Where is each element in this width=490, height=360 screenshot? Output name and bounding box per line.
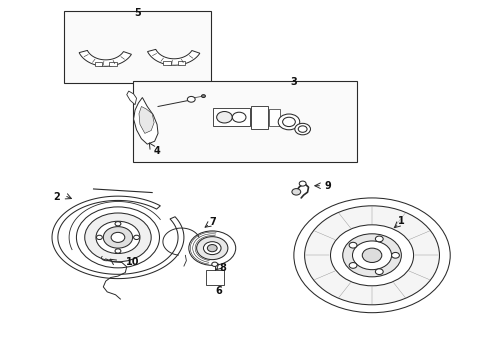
Circle shape: [352, 241, 392, 270]
Circle shape: [298, 126, 307, 132]
Circle shape: [294, 198, 450, 313]
Polygon shape: [147, 49, 200, 65]
Text: 10: 10: [126, 257, 139, 267]
Circle shape: [392, 252, 399, 258]
Circle shape: [375, 269, 383, 275]
Circle shape: [362, 248, 382, 262]
Bar: [95, 62, 102, 66]
Polygon shape: [213, 108, 250, 126]
Circle shape: [196, 237, 228, 260]
Circle shape: [134, 235, 140, 239]
Polygon shape: [134, 98, 158, 144]
Circle shape: [212, 262, 218, 266]
Circle shape: [111, 232, 125, 242]
Text: 4: 4: [154, 145, 160, 156]
Text: 8: 8: [220, 263, 226, 273]
Circle shape: [217, 112, 232, 123]
Text: 2: 2: [53, 192, 60, 202]
Text: 9: 9: [325, 181, 331, 191]
Circle shape: [283, 117, 295, 127]
Polygon shape: [251, 107, 269, 129]
Circle shape: [187, 96, 195, 102]
Text: 6: 6: [216, 286, 222, 296]
Circle shape: [96, 221, 140, 253]
Circle shape: [375, 236, 383, 242]
Text: 1: 1: [398, 216, 405, 226]
Circle shape: [189, 231, 236, 265]
Bar: [206, 270, 224, 285]
Polygon shape: [127, 91, 137, 105]
Circle shape: [349, 242, 357, 248]
Circle shape: [343, 234, 401, 277]
Circle shape: [232, 112, 246, 122]
Bar: [64, 12, 211, 83]
Circle shape: [203, 242, 221, 255]
Bar: [109, 62, 117, 66]
Circle shape: [97, 235, 102, 239]
Text: 7: 7: [210, 217, 217, 227]
Circle shape: [201, 95, 205, 98]
Circle shape: [76, 207, 159, 268]
Bar: [177, 61, 185, 65]
Text: 3: 3: [291, 77, 297, 87]
Circle shape: [115, 249, 121, 253]
Circle shape: [115, 222, 121, 226]
Polygon shape: [79, 50, 131, 66]
Circle shape: [207, 244, 217, 252]
Bar: [163, 61, 171, 65]
Circle shape: [305, 206, 440, 305]
Circle shape: [85, 213, 151, 262]
Circle shape: [299, 181, 306, 186]
Circle shape: [292, 189, 301, 195]
Polygon shape: [139, 107, 154, 134]
Circle shape: [349, 262, 357, 268]
Circle shape: [331, 225, 414, 286]
Circle shape: [278, 114, 300, 130]
Polygon shape: [270, 109, 280, 126]
Circle shape: [103, 226, 133, 248]
Bar: [133, 81, 357, 162]
Circle shape: [295, 123, 311, 135]
Polygon shape: [52, 196, 184, 279]
Text: 5: 5: [134, 8, 141, 18]
